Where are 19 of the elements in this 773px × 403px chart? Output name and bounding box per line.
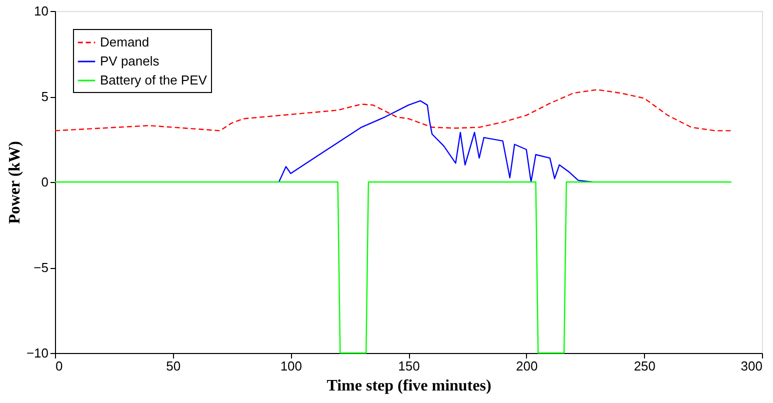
- x-tick-label: 250: [634, 358, 656, 374]
- legend-label: Demand: [100, 34, 150, 50]
- x-tick-label: 150: [398, 358, 420, 374]
- y-tick-label: 10: [34, 4, 48, 18]
- y-tick-label: 5: [41, 89, 48, 104]
- x-tick-label: 200: [516, 358, 538, 374]
- x-tick-label: 100: [280, 358, 302, 374]
- y-tick-label: −5: [34, 260, 48, 275]
- y-axis-title: Power (kW): [6, 141, 24, 224]
- y-tick-label: 0: [41, 174, 48, 190]
- line-series: [278, 100, 593, 183]
- x-tick-label: 50: [166, 358, 181, 374]
- x-tick-label: 300: [740, 358, 762, 374]
- line-series: [54, 89, 732, 132]
- legend-label: Battery of the PEV: [100, 72, 208, 88]
- x-tick-label: 0: [56, 358, 63, 374]
- x-axis-title: Time step (five minutes): [326, 378, 492, 394]
- y-tick-label: −10: [26, 346, 48, 360]
- legend-label: PV panels: [100, 54, 160, 68]
